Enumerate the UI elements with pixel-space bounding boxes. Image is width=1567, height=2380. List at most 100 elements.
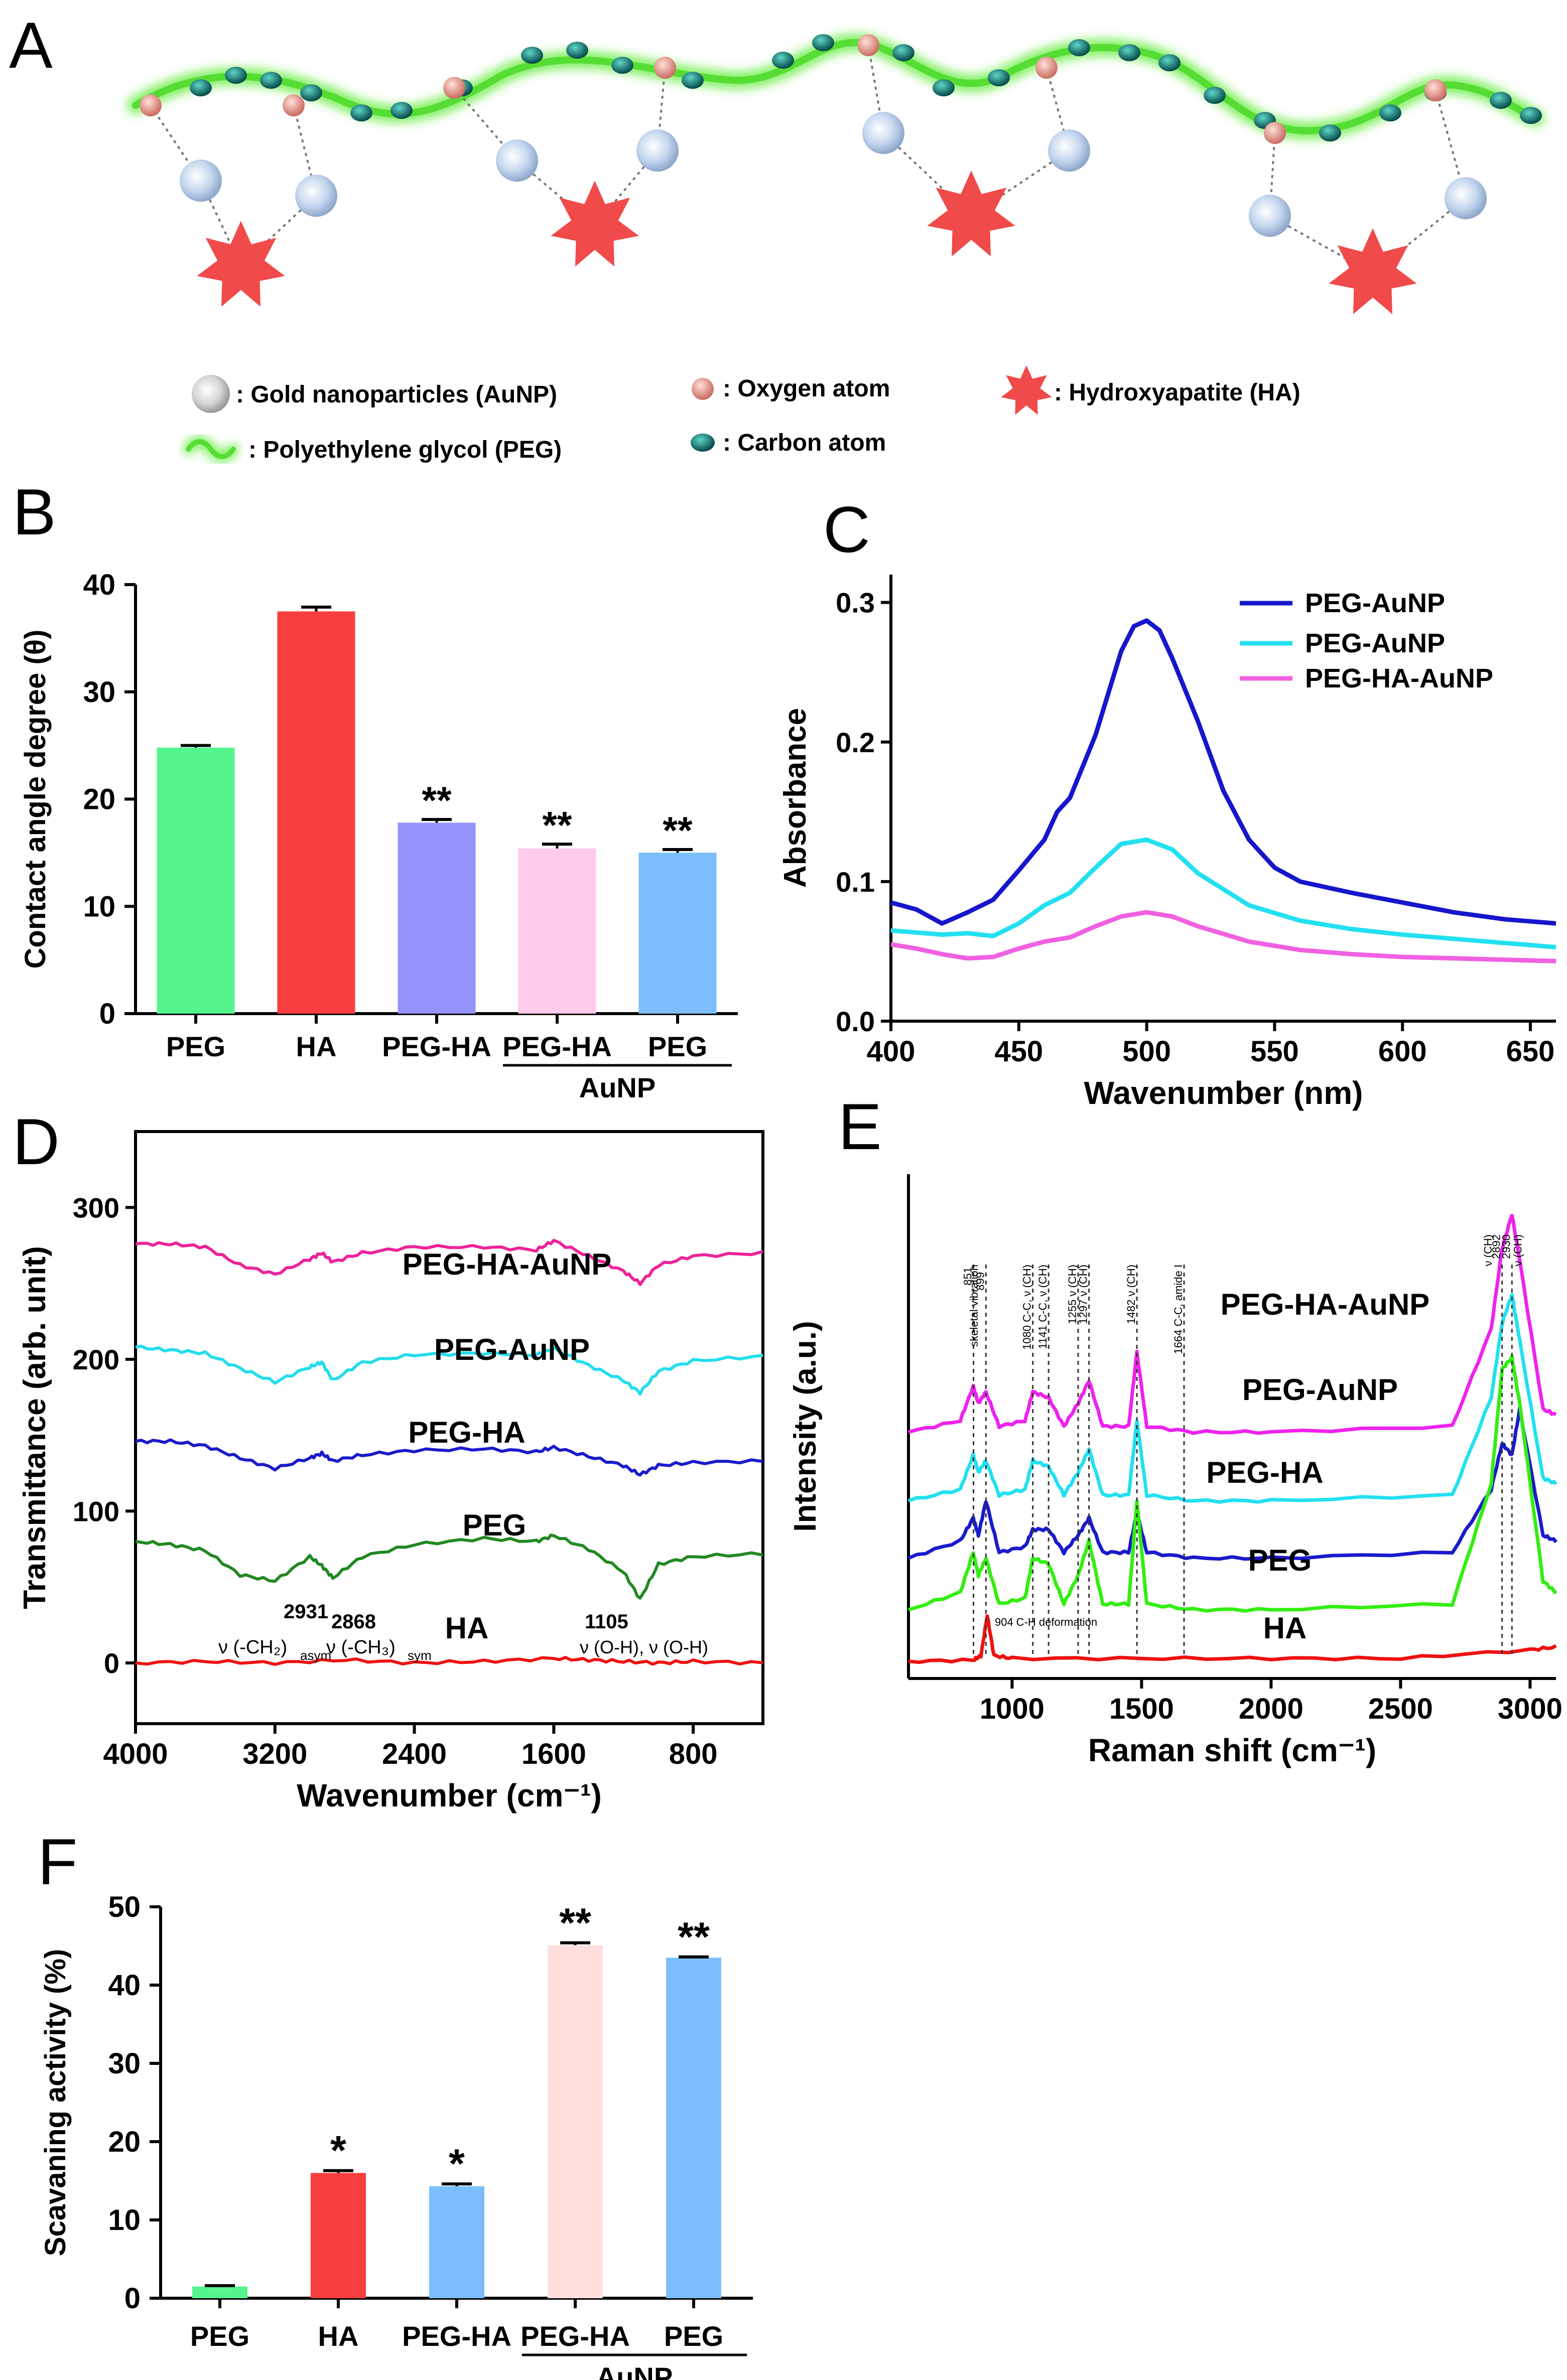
x-tick-label: 2500 (1368, 1693, 1433, 1725)
series-label: PEG-HA (408, 1416, 525, 1449)
y-tick-label: 10 (83, 890, 115, 923)
y-tick-label: 0.0 (836, 1006, 875, 1037)
assignment-label: ν (-CH₃) (326, 1637, 396, 1658)
y-tick-label: 0.3 (836, 587, 875, 619)
gold-nanoparticle (1048, 129, 1090, 172)
linker-line (970, 150, 1070, 217)
panel-a-label: A (9, 9, 53, 82)
category-label: PEG-HA (502, 1031, 612, 1062)
significance-mark: ** (663, 809, 693, 852)
hydroxyapatite-star (1329, 228, 1417, 315)
aunp-legend-icon (192, 375, 230, 413)
gold-nanoparticle (1445, 177, 1487, 219)
carbon-atom (350, 104, 372, 121)
bar (548, 1945, 603, 2298)
y-tick-label: 40 (83, 569, 115, 601)
category-label: PEG-HA (382, 1031, 491, 1062)
series-label: PEG (1248, 1544, 1312, 1577)
peg-chain (127, 34, 1544, 139)
x-tick-label: 400 (867, 1035, 916, 1068)
series-line (135, 1655, 763, 1666)
peak-label: 2931 (284, 1601, 328, 1623)
series-line (890, 618, 1556, 926)
x-tick-label: 450 (994, 1035, 1043, 1068)
legend-ha-text: : Hydroxyapatite (HA) (1054, 379, 1300, 406)
carbon-atom (1319, 124, 1341, 142)
carbon-atom (1490, 92, 1512, 109)
assignment-subscript: asym (300, 1648, 331, 1663)
peak-annotation: 1141 C-C, ν (CH) (1036, 1265, 1049, 1349)
peak-annotation: 1080 C-C, ν (CH) (1021, 1265, 1033, 1350)
x-tick-label: 3200 (242, 1738, 307, 1770)
carbon-atom (772, 52, 794, 69)
legend-oxygen-text: : Oxygen atom (723, 375, 890, 402)
atoms (140, 34, 1542, 315)
gold-nanoparticle (862, 112, 904, 154)
series-line (135, 1238, 763, 1286)
peak-annotation: 2930 (1500, 1234, 1512, 1259)
gold-nanoparticle (496, 139, 538, 182)
y-tick-label: 30 (83, 676, 115, 709)
x-tick-label: 1000 (980, 1693, 1044, 1725)
panel-d: D 4000 3200 2400 1600 800 0 100 200 300 Wavenumber… (13, 1105, 764, 1813)
peak-annotation: 1664 C-C, amide I (1172, 1265, 1185, 1354)
linker-line (1269, 215, 1373, 274)
carbon-atom (1158, 54, 1181, 71)
series-label: PEG-HA-AuNP (403, 1247, 612, 1281)
x-tick-label: 550 (1250, 1035, 1299, 1068)
series-line (890, 837, 1556, 950)
carbon-atom (1379, 104, 1401, 121)
carbon-atom (225, 67, 247, 84)
hydroxyapatite-star (551, 181, 639, 267)
category-label: PEG (648, 1031, 707, 1062)
series-label: PEG-HA (1206, 1456, 1323, 1489)
legend-label: PEG-AuNP (1305, 588, 1445, 618)
carbon-atom (1520, 107, 1542, 124)
peak-label: 2868 (331, 1611, 376, 1633)
group-label: AuNP (579, 1072, 656, 1103)
gold-nanoparticle (1249, 195, 1291, 237)
panel-e: E 1000 1500 2000 2500 3000 Raman shift (cm⁻¹) I… (788, 1090, 1562, 1768)
assignment-label: ν (O-H), ν (O-H) (580, 1637, 708, 1657)
x-tick-label: 650 (1506, 1035, 1555, 1068)
category-label: PEG (166, 1031, 225, 1062)
carbon-legend-icon (691, 434, 715, 452)
series-line (908, 1614, 1557, 1664)
x-tick-label: 2000 (1239, 1693, 1303, 1725)
oxygen-atom (140, 94, 162, 116)
bar (192, 2286, 247, 2298)
x-tick-label: 1600 (521, 1738, 586, 1770)
significance-mark: ** (559, 1900, 591, 1946)
series-line (135, 1344, 763, 1396)
peak-annotation: 2892 (1490, 1234, 1503, 1259)
y-tick-label: 0.2 (836, 727, 875, 758)
y-tick-label: 30 (108, 2047, 141, 2080)
significance-mark: ** (542, 804, 572, 847)
panel-b: B 0 10 20 30 40 PEG HA ** PEG-HA ** PEG-HA ** PEG AuNP… (13, 475, 738, 1103)
panel-c: C 400 450 500 550 600 650 0.0 0.1 0.2 0.3 Wavenumbe… (778, 493, 1556, 1111)
y-tick-label: 0.1 (836, 866, 875, 898)
significance-mark: ** (422, 779, 452, 822)
series-label: PEG-AuNP (434, 1333, 590, 1366)
series-line (135, 1438, 763, 1477)
bar (277, 611, 355, 1014)
x-axis-title: Raman shift (cm⁻¹) (1088, 1732, 1376, 1768)
schematic-legend: : Gold nanoparticles (AuNP) : Oxygen ato… (183, 365, 1300, 463)
carbon-atom (1204, 87, 1226, 104)
category-label: HA (296, 1031, 337, 1062)
series-line (908, 1213, 1556, 1435)
carbon-atom (933, 79, 955, 96)
gold-nanoparticle (636, 129, 679, 172)
plot-frame (134, 1130, 764, 1725)
category-label: PEG-HA (402, 2320, 511, 2352)
carbon-atom (260, 72, 282, 89)
y-axis-title: Scavaning activity (%) (39, 1949, 72, 2256)
peak-annotation: 1297 ν (CH) (1077, 1265, 1090, 1324)
group-label: AuNP (596, 2361, 673, 2380)
y-tick-label: 0 (124, 2282, 141, 2315)
y-axis-title: Absorbance (778, 708, 813, 888)
panel-d-label: D (13, 1105, 60, 1178)
x-tick-label: 800 (669, 1738, 718, 1770)
linker-dots (150, 45, 1467, 274)
